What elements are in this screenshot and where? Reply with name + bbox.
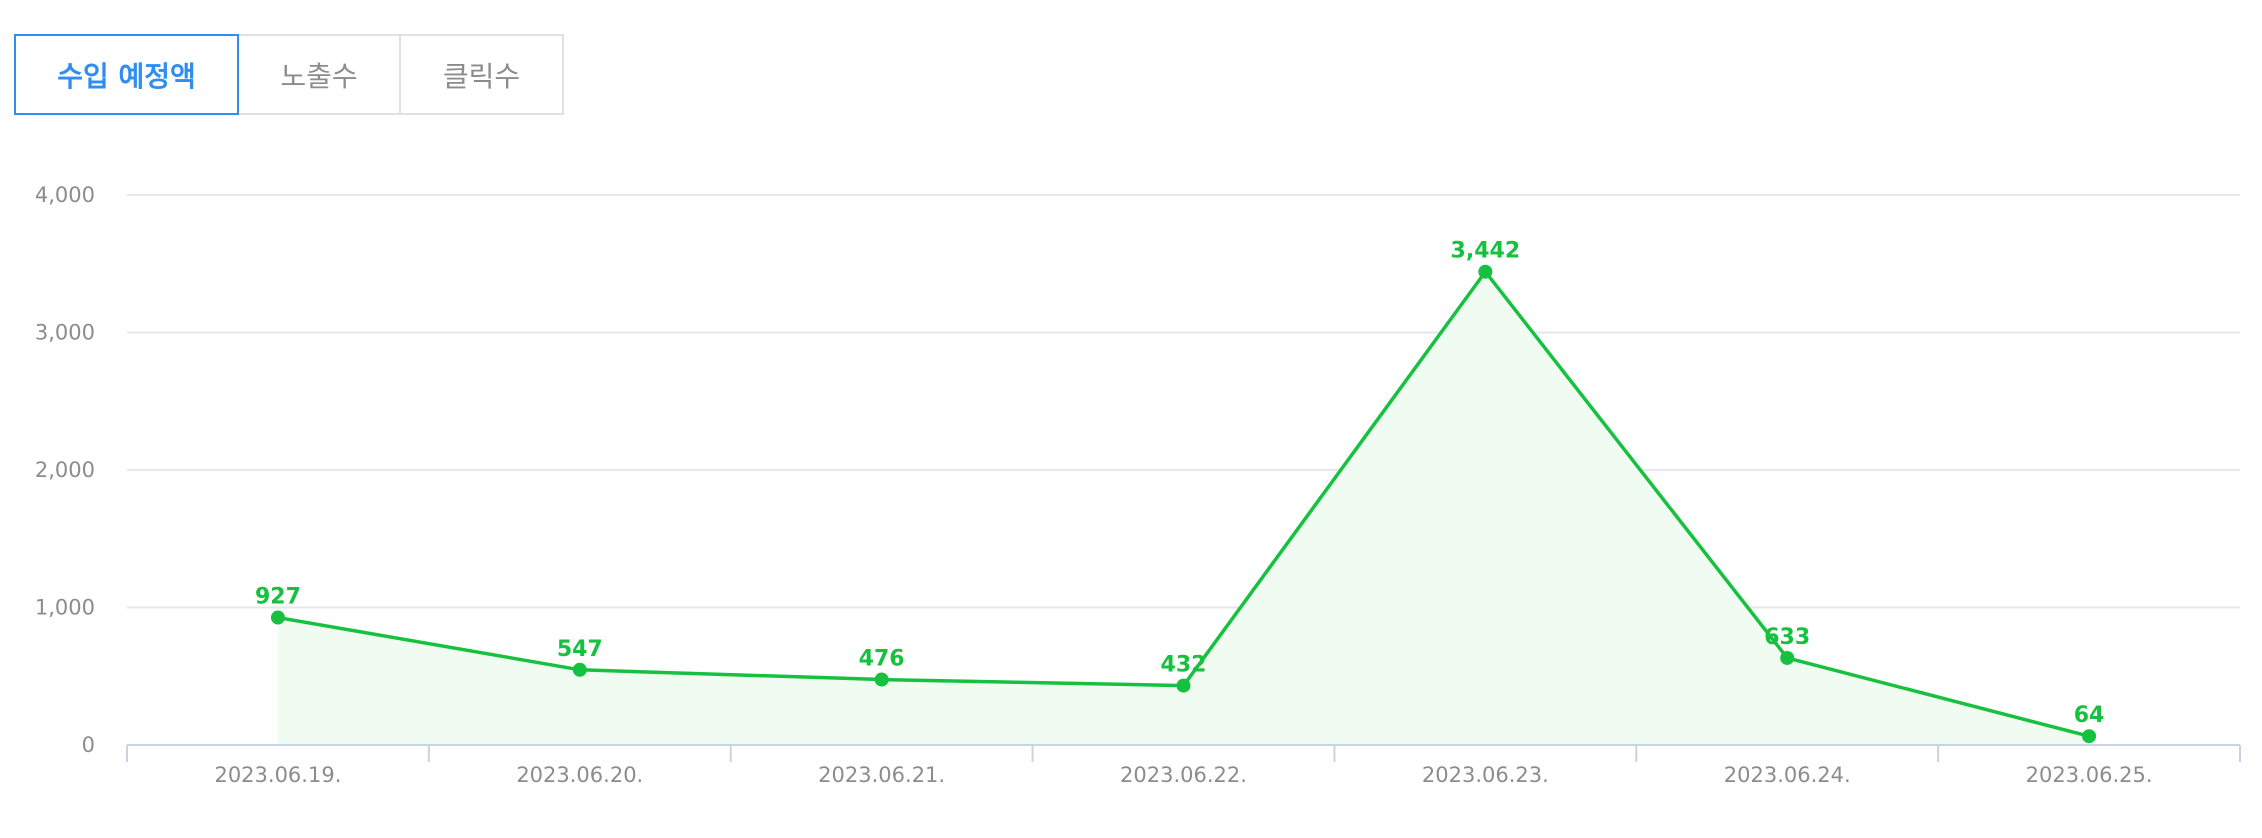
x-tick-label: 2023.06.23. xyxy=(1422,763,1549,787)
metric-tabs: 수입 예정액 노출수 클릭수 xyxy=(14,34,564,115)
y-axis: 0 1,000 2,000 3,000 4,000 xyxy=(35,183,95,757)
data-point xyxy=(874,672,889,687)
x-tick-label: 2023.06.24. xyxy=(1724,763,1851,787)
y-tick-label: 0 xyxy=(82,733,95,757)
y-tick-label: 1,000 xyxy=(35,596,95,620)
data-point xyxy=(1176,678,1191,693)
data-label: 64 xyxy=(2074,703,2105,728)
area-fill xyxy=(277,271,2090,745)
x-tick-label: 2023.06.21. xyxy=(818,763,945,787)
data-point xyxy=(572,662,587,677)
area-path xyxy=(277,271,2090,745)
x-tick-label: 2023.06.19. xyxy=(214,763,341,787)
grid-lines xyxy=(127,194,2240,609)
x-axis: 2023.06.19. 2023.06.20. 2023.06.21. 2023.06… xyxy=(126,744,2241,787)
x-tick-label: 2023.06.20. xyxy=(516,763,643,787)
y-tick-label: 2,000 xyxy=(35,458,95,482)
data-label: 927 xyxy=(255,585,301,610)
y-tick-label: 4,000 xyxy=(35,183,95,207)
y-tick-label: 3,000 xyxy=(35,321,95,345)
tab-clicks[interactable]: 클릭수 xyxy=(401,34,564,115)
data-label: 633 xyxy=(1764,625,1810,650)
data-points xyxy=(270,264,2097,744)
x-tick-label: 2023.06.25. xyxy=(2026,763,2153,787)
data-labels: 927 547 476 432 3,442 633 64 xyxy=(255,239,2104,728)
tab-impressions[interactable]: 노출수 xyxy=(239,34,401,115)
data-label: 547 xyxy=(557,637,603,662)
data-point xyxy=(1780,650,1795,665)
data-point xyxy=(2082,729,2097,744)
data-point xyxy=(270,610,285,625)
data-label: 476 xyxy=(859,647,905,672)
data-label: 3,442 xyxy=(1451,239,1521,264)
tab-expected-revenue[interactable]: 수입 예정액 xyxy=(14,34,239,115)
x-tick-label: 2023.06.22. xyxy=(1120,763,1247,787)
data-label: 432 xyxy=(1161,653,1207,678)
data-point xyxy=(1478,264,1493,279)
